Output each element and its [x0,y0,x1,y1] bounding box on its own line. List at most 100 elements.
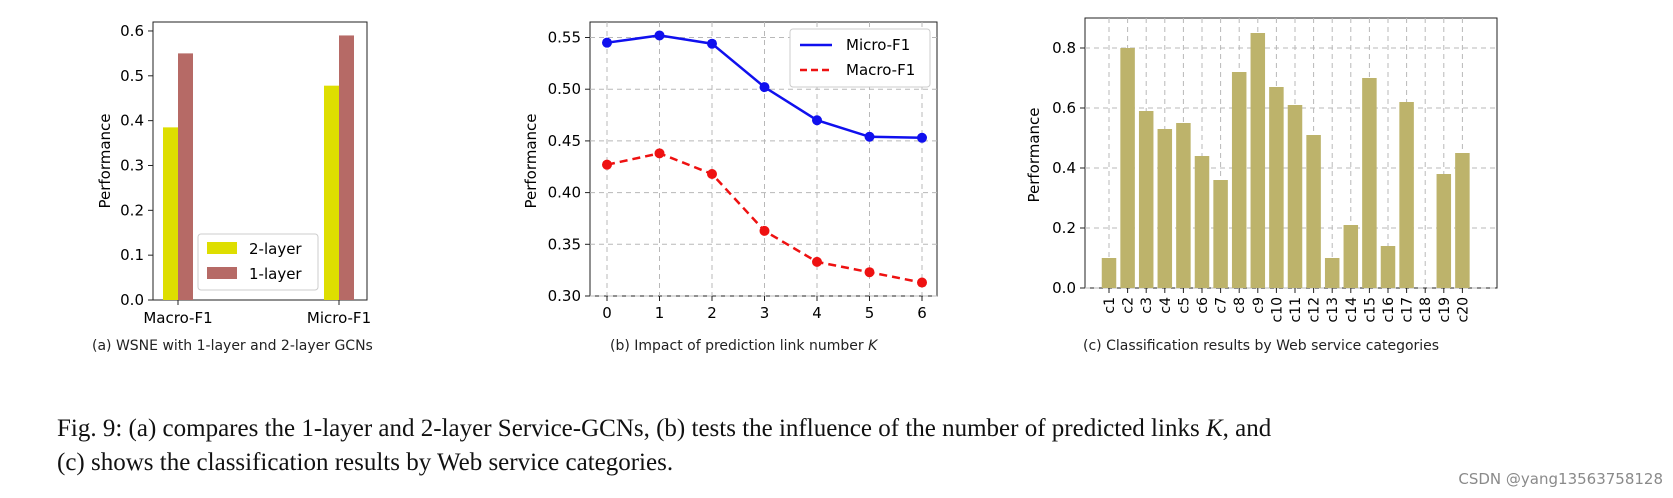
chart-c-xtick-label: c14 [1344,297,1360,323]
chart-a-legend: 2-layer 1-layer [197,233,319,291]
chart-c-bar-c10 [1269,87,1284,288]
chart-c-xtick-label: c17 [1400,297,1416,323]
chart-c-bar-c2 [1120,48,1135,288]
chart-b-ytick-label: 0.40 [548,184,581,202]
chart-a-ytick-label: 0.1 [120,246,144,264]
chart-b-ytick-label: 0.30 [548,287,581,305]
chart-b-caption-text: (b) Impact of prediction link number [610,338,869,354]
chart-c-xtick-label: c2 [1121,297,1137,314]
chart-c-bar-c7 [1213,180,1228,288]
chart-c-xtick-label: c12 [1307,297,1323,323]
chart-a-ytick-label: 0.4 [120,112,144,130]
chart-b-xtick-label: 1 [655,304,665,322]
chart-c-bar-c4 [1157,129,1173,288]
chart-c-bar-c13 [1324,258,1340,288]
chart-b-point-macro-f1-2 [707,168,717,179]
chart-c-xtick-label: c11 [1288,297,1304,323]
chart-c-bar-c16 [1380,246,1396,288]
chart-a-bar-2-layer-micro-f1 [324,85,339,301]
chart-b-prediction-links: 0.30 0.35 0.40 0.45 0.50 0.55 0 1 2 3 4 5 6 Perform… [522,21,938,322]
chart-a-ytick-label: 0.2 [120,201,144,219]
chart-c-bar-c12 [1306,135,1321,288]
legend-label-micro-f1: Micro-F1 [846,36,910,54]
chart-b-point-micro-f1-4 [812,115,822,126]
chart-a-xtick-label: Micro-F1 [307,309,371,327]
chart-c-bar-c11 [1287,105,1303,288]
chart-a-caption: (a) WSNE with 1-layer and 2-layer GCNs [92,338,373,354]
chart-a-1-vs-2-layer: 0.0 0.1 0.2 0.3 0.4 0.5 0.6 Macro-F1 Micro-F1 P… [96,21,371,327]
chart-b-point-macro-f1-4 [812,256,822,267]
legend-swatch-1-layer [207,267,237,279]
chart-a-ytick-label: 0.3 [120,156,144,174]
chart-a-ytick-label: 0.0 [120,291,144,309]
chart-a-bar-1-layer-micro-f1 [339,35,354,301]
figure-caption: Fig. 9: (a) compares the 1-layer and 2-l… [57,412,1647,480]
chart-a-ylabel: Performance [96,113,114,208]
chart-b-caption-var: K [868,338,878,354]
chart-c-xtick-label: c16 [1381,297,1397,323]
chart-c-ytick-label: 0.6 [1052,99,1076,117]
chart-c-bar-c8 [1231,72,1247,288]
chart-b-point-macro-f1-3 [759,225,770,236]
chart-b-point-micro-f1-6 [917,132,927,143]
legend-label-macro-f1: Macro-F1 [846,61,915,79]
chart-b-xtick-label: 5 [865,304,875,322]
legend-swatch-2-layer [207,242,237,254]
chart-a-bar-1-layer-macro-f1 [178,53,193,300]
chart-b-point-macro-f1-1 [654,148,665,159]
chart-b-point-micro-f1-1 [654,30,665,41]
chart-a-ytick-label: 0.5 [120,67,144,85]
chart-b-xtick-label: 4 [812,304,822,322]
chart-c-bar-c9 [1250,33,1266,288]
chart-c-bar-c6 [1194,156,1210,288]
chart-c-caption: (c) Classification results by Web servic… [1083,338,1440,354]
chart-c-ytick-label: 0.2 [1052,219,1076,237]
chart-b-point-macro-f1-6 [917,277,927,288]
chart-b-point-micro-f1-0 [602,37,612,48]
chart-b-ytick-label: 0.50 [548,80,581,98]
chart-c-xtick-label: c10 [1269,297,1285,323]
chart-c-bar-c3 [1138,111,1154,288]
chart-b-xtick-label: 0 [602,304,612,322]
chart-b-point-macro-f1-0 [602,159,612,170]
figure-caption-line1: Fig. 9: (a) compares the 1-layer and 2-l… [57,415,1272,442]
chart-b-point-micro-f1-2 [707,38,717,49]
chart-c-bar-c19 [1436,174,1452,288]
chart-b-ytick-label: 0.35 [548,235,581,253]
chart-c-xtick-label: c9 [1251,297,1267,314]
figure-caption-line2: (c) shows the classification results by … [57,449,674,476]
chart-c-xtick-label: c19 [1437,297,1453,323]
chart-c-xtick-label: c1 [1102,297,1118,314]
chart-c-xtick-label: c18 [1418,297,1434,323]
legend-label-1-layer: 1-layer [249,265,302,283]
chart-b-xtick-label: 6 [917,304,927,322]
legend-label-2-layer: 2-layer [249,240,302,258]
chart-b-xtick-label: 3 [760,304,770,322]
watermark: CSDN @yang13563758128 [1458,470,1663,488]
chart-c-bar-c1 [1101,258,1117,288]
chart-c-xtick-label: c8 [1232,297,1248,314]
chart-b-ytick-label: 0.45 [548,132,581,150]
chart-a-xtick-label: Macro-F1 [143,309,212,327]
chart-c-xtick-label: c4 [1158,297,1174,314]
chart-b-point-micro-f1-3 [759,82,770,93]
chart-c-ytick-label: 0.8 [1052,39,1076,57]
chart-c-xtick-label: c5 [1176,297,1192,314]
chart-b-ylabel: Performance [522,113,540,208]
chart-b-point-macro-f1-5 [864,267,875,278]
chart-c-xtick-label: c15 [1362,297,1378,323]
chart-c-xtick-label: c6 [1195,297,1211,314]
chart-b-ytick-label: 0.55 [548,29,581,47]
chart-c-xtick-label: c13 [1325,297,1341,323]
chart-c-ylabel: Performance [1025,107,1043,202]
chart-c-bar-c14 [1343,225,1359,288]
chart-b-caption: (b) Impact of prediction link number K [610,338,877,354]
chart-c-xtick-label: c20 [1455,297,1471,323]
chart-c-ytick-label: 0.0 [1052,279,1076,297]
chart-c-ytick-label: 0.4 [1052,159,1076,177]
chart-b-xtick-label: 2 [707,304,717,322]
chart-a-ytick-label: 0.6 [120,22,144,40]
chart-c-bar-c17 [1399,102,1414,288]
chart-c-bar-c15 [1362,78,1377,288]
chart-c-bar-c5 [1176,123,1191,288]
